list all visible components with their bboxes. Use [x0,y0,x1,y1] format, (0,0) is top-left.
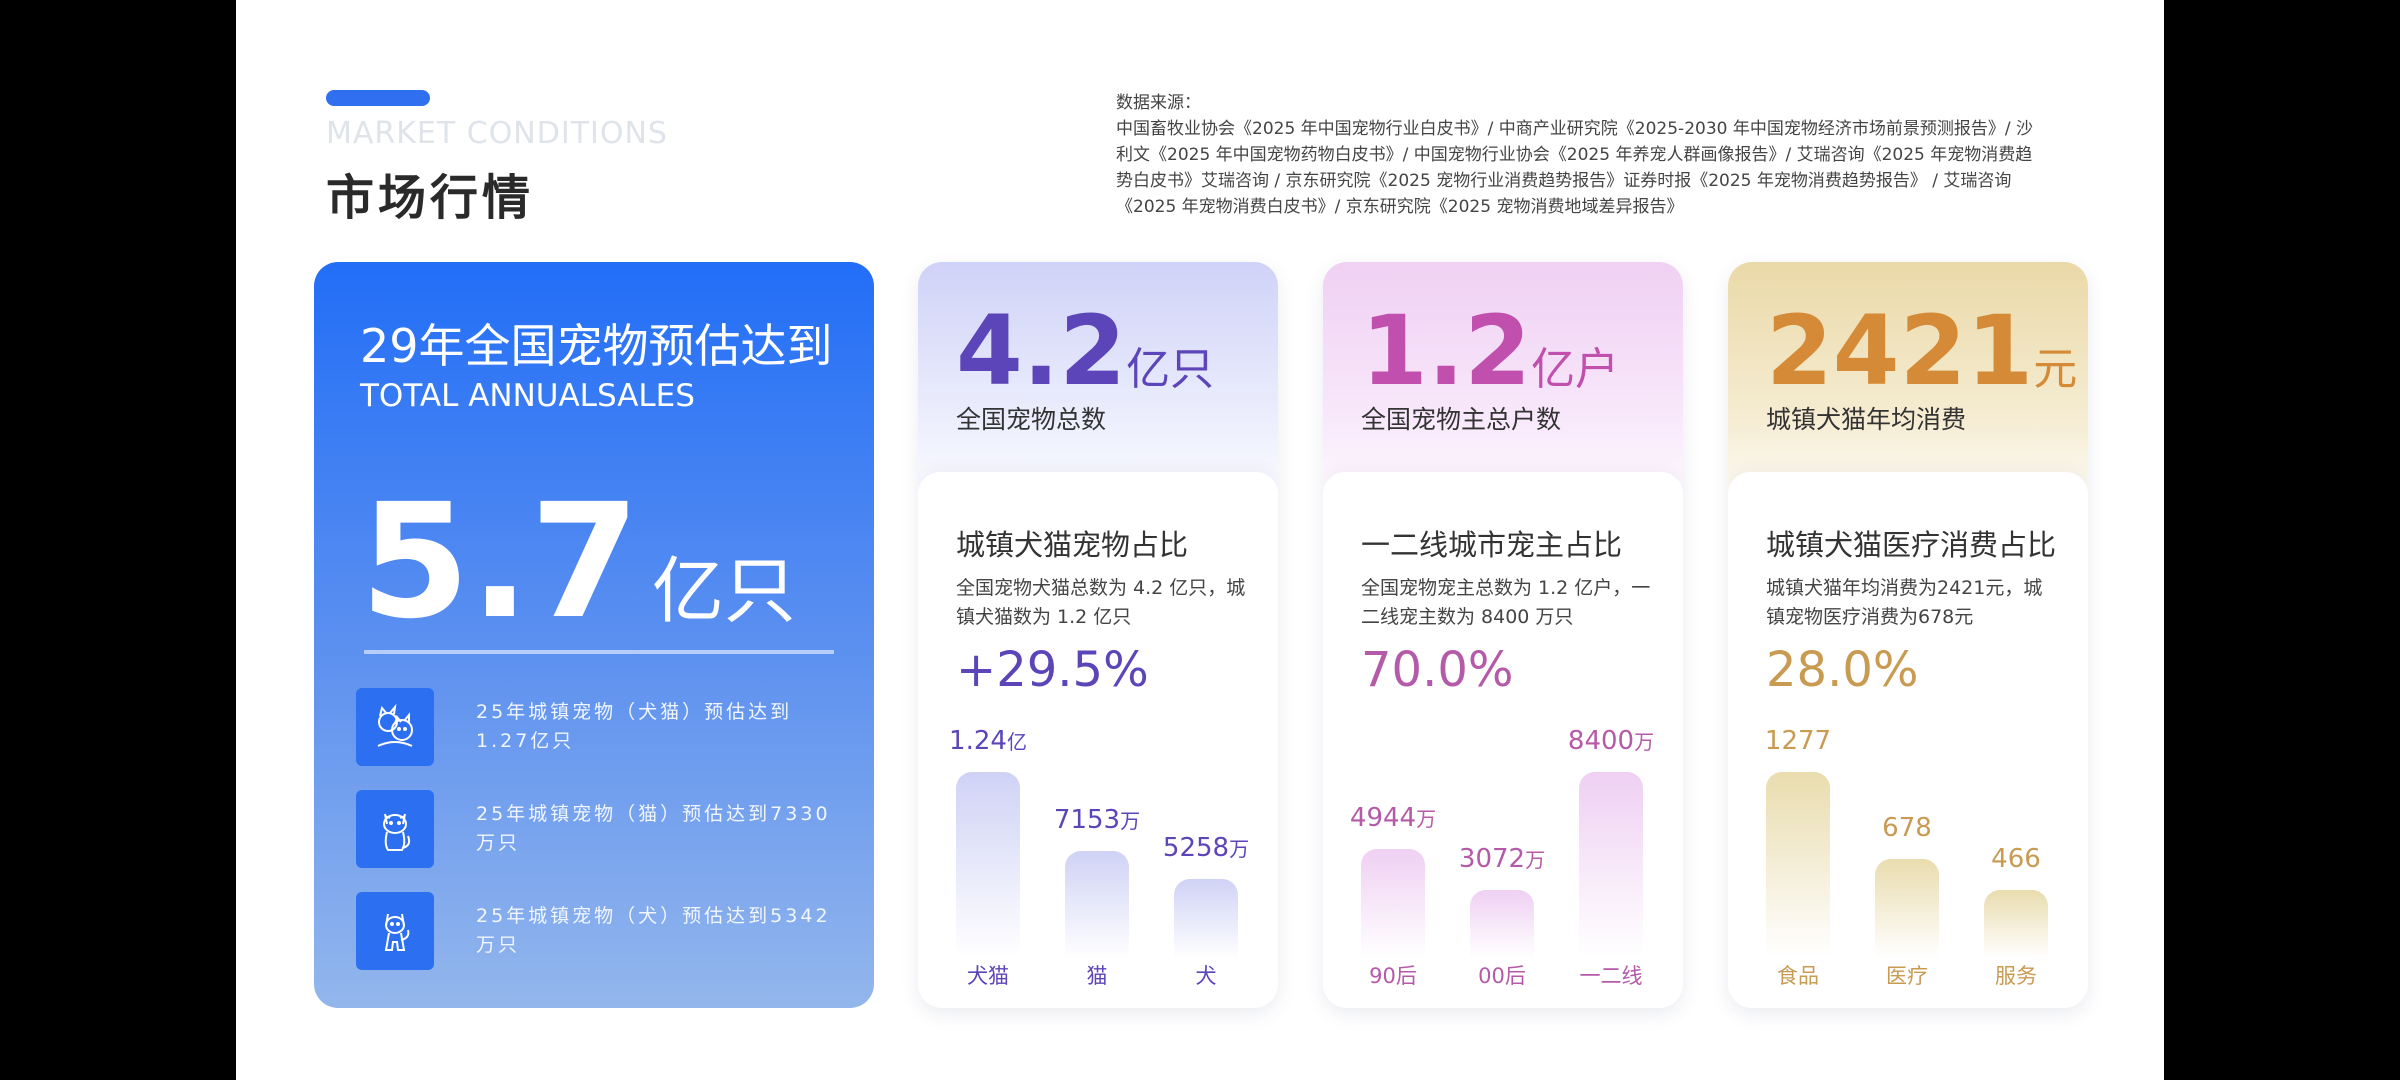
card-number: 2421 [1766,295,2034,407]
card-unit: 元 [2033,344,2078,395]
accent-bar [326,90,430,106]
card-chart-panel: 城镇犬猫宠物占比 全国宠物犬猫总数为 4.2 亿只，城镇犬猫数为 1.2 亿只 … [918,472,1278,1008]
bar-value-label: 7153万 [1042,805,1152,835]
bar-chart: 1.24亿 犬猫 7153万猫 5258万犬 [918,472,1278,1008]
summary-item: 25年城镇宠物（犬）预估达到5342万只 [356,892,856,972]
cat-icon [356,790,434,868]
summary-number: 5.7 [360,470,640,654]
card-big-label: 全国宠物主总户数 [1361,405,1562,434]
card-big-label: 全国宠物总数 [956,405,1107,434]
card-big-label: 城镇犬猫年均消费 [1766,405,1967,434]
bar-value-number: 1.24 [949,726,1007,756]
bar-chart: 4944万 90后 3072万 00后 8400万 一二线 [1323,472,1683,1008]
bar-category-label: 犬猫 [967,964,1009,988]
bar-value-number: 5258 [1162,833,1230,863]
card-big-number: 2421元 [1766,296,2077,406]
bar-value-unit: 万 [1416,807,1437,831]
summary-item-text: 25年城镇宠物（犬）预估达到5342万只 [476,905,831,956]
bar-category-label: 一二线 [1579,964,1643,988]
card-chart-panel: 城镇犬猫医疗消费占比 城镇犬猫年均消费为2421元，城镇宠物医疗消费为678元 … [1728,472,2088,1008]
card-number: 1.2 [1361,295,1532,407]
page-title: 市场行情 [326,170,535,226]
chart-percent: 70.0% [1361,642,1514,698]
stat-card-spending: 2421元 城镇犬猫年均消费 城镇犬猫医疗消费占比 城镇犬猫年均消费为2421元… [1728,262,2088,1008]
summary-unit: 亿只 [651,549,796,633]
summary-item: 25年城镇宠物（犬猫）预估达到1.27亿只 [356,688,856,768]
bar-value-label: 4944万 [1338,803,1448,833]
summary-item-text: 25年城镇宠物（犬猫）预估达到1.27亿只 [476,701,793,752]
bar-value-number: 3072 [1458,844,1526,874]
chart-title: 城镇犬猫宠物占比 [956,528,1189,562]
bar-value-label: 3072万 [1447,844,1557,874]
bar-服务 [1984,890,2048,958]
bar-猫 [1065,851,1129,958]
summary-title: 29年全国宠物预估达到 [360,319,833,373]
bar-value-unit: 万 [1634,730,1655,754]
bar-category-label: 猫 [1086,964,1108,988]
card-chart-panel: 一二线城市宠主占比 全国宠物宠主总数为 1.2 亿户，一二线宠主数为 8400 … [1323,472,1683,1008]
card-unit: 亿户 [1531,344,1620,395]
stat-card-owners: 1.2亿户 全国宠物主总户数 一二线城市宠主占比 全国宠物宠主总数为 1.2 亿… [1323,262,1683,1008]
bar-value-number: 1277 [1764,726,1832,756]
bar-犬 [1174,879,1238,958]
section-subtitle: MARKET CONDITIONS [326,116,668,151]
bar-value-label: 1.24亿 [933,726,1043,756]
bar-category-label: 90后 [1369,964,1417,988]
summary-big-number: 5.7 亿只 [360,472,796,652]
card-big-number: 4.2亿只 [956,296,1214,406]
summary-item: 25年城镇宠物（猫）预估达到7330万只 [356,790,856,870]
chart-description: 城镇犬猫年均消费为2421元，城镇宠物医疗消费为678元 [1766,577,2043,628]
bar-category-label: 食品 [1777,964,1819,988]
bar-value-label: 678 [1852,813,1962,843]
sources-label: 数据来源： [1116,93,1201,113]
summary-subtitle: TOTAL ANNUALSALES [360,378,695,414]
summary-item-text: 25年城镇宠物（猫）预估达到7330万只 [476,803,831,854]
bar-value-number: 678 [1882,813,1932,843]
bar-value-unit: 万 [1525,848,1546,872]
bar-90后 [1361,849,1425,958]
cat-dog-icon [356,688,434,766]
bar-value-label: 5258万 [1151,833,1261,863]
chart-description: 全国宠物宠主总数为 1.2 亿户，一二线宠主数为 8400 万只 [1361,577,1651,628]
bar-value-unit: 亿 [1006,730,1027,754]
bar-category-label: 服务 [1995,964,2037,988]
bar-category-label: 00后 [1478,964,1526,988]
bar-value-number: 8400 [1567,726,1635,756]
chart-title: 城镇犬猫医疗消费占比 [1766,528,2057,562]
bar-category-label: 医疗 [1886,964,1928,988]
bar-value-label: 466 [1961,844,2071,874]
summary-card: 29年全国宠物预估达到 TOTAL ANNUALSALES 5.7 亿只 25年城… [314,262,874,1008]
bar-value-unit: 万 [1120,809,1141,833]
bar-value-unit: 万 [1229,837,1250,861]
slide: MARKET CONDITIONS 市场行情 数据来源： 中国畜牧业协会《202… [236,0,2164,1080]
bar-value-number: 7153 [1053,805,1121,835]
chart-title: 一二线城市宠主占比 [1361,528,1623,562]
card-number: 4.2 [956,295,1127,407]
chart-percent: +29.5% [956,642,1149,698]
bar-value-number: 466 [1991,844,2041,874]
bar-value-number: 4944 [1349,803,1417,833]
stat-card-pets: 4.2亿只 全国宠物总数 城镇犬猫宠物占比 全国宠物犬猫总数为 4.2 亿只，城… [918,262,1278,1008]
bar-value-label: 8400万 [1556,726,1666,756]
bar-category-label: 犬 [1195,964,1217,988]
bar-一二线 [1579,772,1643,958]
bar-00后 [1470,890,1534,958]
chart-description: 全国宠物犬猫总数为 4.2 亿只，城镇犬猫数为 1.2 亿只 [956,577,1246,628]
bar-chart: 1277 食品 678 医疗 466 服务 [1728,472,2088,1008]
bar-犬猫 [956,772,1020,958]
sources-text: 中国畜牧业协会《2025 年中国宠物行业白皮书》/ 中商产业研究院《2025-2… [1116,119,2033,217]
summary-divider [364,650,834,654]
card-big-number: 1.2亿户 [1361,296,1619,406]
bar-医疗 [1875,859,1939,958]
dog-icon [356,892,434,970]
card-unit: 亿只 [1126,344,1215,395]
data-sources: 数据来源： 中国畜牧业协会《2025 年中国宠物行业白皮书》/ 中商产业研究院《… [1116,90,2046,220]
bar-食品 [1766,772,1830,958]
bar-value-label: 1277 [1743,726,1853,756]
chart-percent: 28.0% [1766,642,1919,698]
